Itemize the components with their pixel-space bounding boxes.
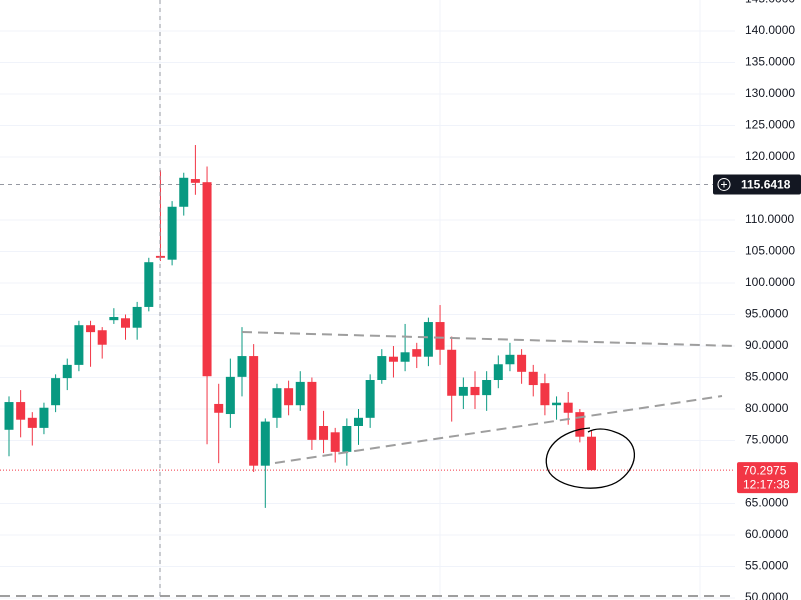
crosshair-add-icon (721, 181, 727, 188)
candle-body (517, 354, 527, 372)
y-tick-label: 85.0000 (745, 370, 789, 384)
candle-body (237, 356, 247, 377)
y-tick-label: 125.0000 (745, 118, 795, 132)
candle-body (144, 262, 154, 307)
candle-body (587, 436, 596, 471)
candle-body (16, 402, 26, 420)
candle-body (272, 388, 282, 418)
candle-body (295, 381, 305, 406)
candle-body (528, 371, 538, 386)
crosshair-label-bg (713, 174, 801, 195)
candle-body (62, 364, 72, 379)
candle-body (307, 381, 317, 440)
crosshair-add-icon (717, 177, 731, 191)
candle-body (51, 378, 61, 406)
candle-body (97, 330, 107, 345)
candle-body (377, 356, 387, 381)
candle-body (493, 364, 503, 381)
y-tick-label: 60.0000 (745, 527, 789, 541)
candle-body (482, 380, 492, 396)
candle-body (575, 412, 585, 437)
candle-body (505, 354, 515, 365)
candle-body (39, 407, 49, 428)
last-price-bg (737, 462, 798, 494)
candle-body (74, 325, 84, 365)
y-tick-label: 95.0000 (745, 307, 789, 321)
candle-body (447, 349, 457, 396)
candle-body (552, 402, 562, 406)
candle-body (412, 349, 422, 357)
candle-body (284, 388, 294, 406)
crosshair-price-label: 115.6418 (741, 178, 791, 192)
y-tick-label: 145.0000 (745, 0, 795, 6)
candle-body (190, 179, 200, 183)
candle-body (86, 325, 96, 333)
price-axis: 145.0000 140.0000 135.0000 130.0000 125.0000… (713, 0, 801, 600)
candle-body (225, 376, 235, 415)
candle-body (330, 432, 340, 452)
axis-bg (735, 0, 801, 600)
trend-line (274, 395, 723, 464)
candle-body (435, 322, 445, 350)
candle-body (167, 206, 177, 260)
candle-body (109, 317, 119, 321)
candle-body (121, 318, 130, 328)
candle-body (4, 402, 14, 430)
candle-body (249, 356, 259, 466)
countdown-label: 12:17:38 (743, 477, 790, 491)
candle-body (214, 403, 224, 413)
candle-body (27, 417, 37, 428)
y-tick-label: 55.0000 (745, 559, 789, 573)
candle-body (342, 425, 352, 452)
candle-body (458, 386, 468, 396)
candle-body (563, 402, 573, 413)
y-tick-label: 120.0000 (745, 149, 795, 163)
last-price-label: 70.2975 (743, 463, 787, 477)
candle-body (540, 383, 550, 406)
candle-body (260, 421, 270, 466)
y-tick-label: 140.0000 (745, 23, 795, 37)
y-tick-label: 90.0000 (745, 338, 789, 352)
drawings (0, 0, 736, 600)
y-tick-label: 110.0000 (745, 212, 794, 226)
y-tick-label: 80.0000 (745, 401, 789, 415)
y-tick-label: 105.0000 (745, 244, 795, 258)
candle-body (400, 352, 410, 362)
grid (0, 0, 735, 600)
candle-body (202, 182, 212, 377)
y-tick-label: 100.0000 (745, 275, 795, 289)
candle-body (132, 306, 142, 328)
y-tick-label: 135.0000 (745, 55, 795, 69)
y-tick-label: 65.0000 (745, 496, 789, 510)
trend-line (241, 331, 736, 347)
y-tick-label: 75.0000 (745, 433, 789, 447)
candle-body (319, 425, 329, 440)
candle-body (470, 386, 480, 396)
hand-drawn-ellipse (545, 427, 636, 489)
candle-body (354, 417, 363, 426)
candle-body (365, 380, 375, 418)
candle-body (423, 322, 433, 357)
candle-body (388, 356, 398, 362)
y-tick-label: 50.0000 (745, 590, 789, 600)
candles (4, 145, 596, 508)
candle-body (179, 177, 189, 207)
y-tick-label: 130.0000 (745, 86, 795, 100)
